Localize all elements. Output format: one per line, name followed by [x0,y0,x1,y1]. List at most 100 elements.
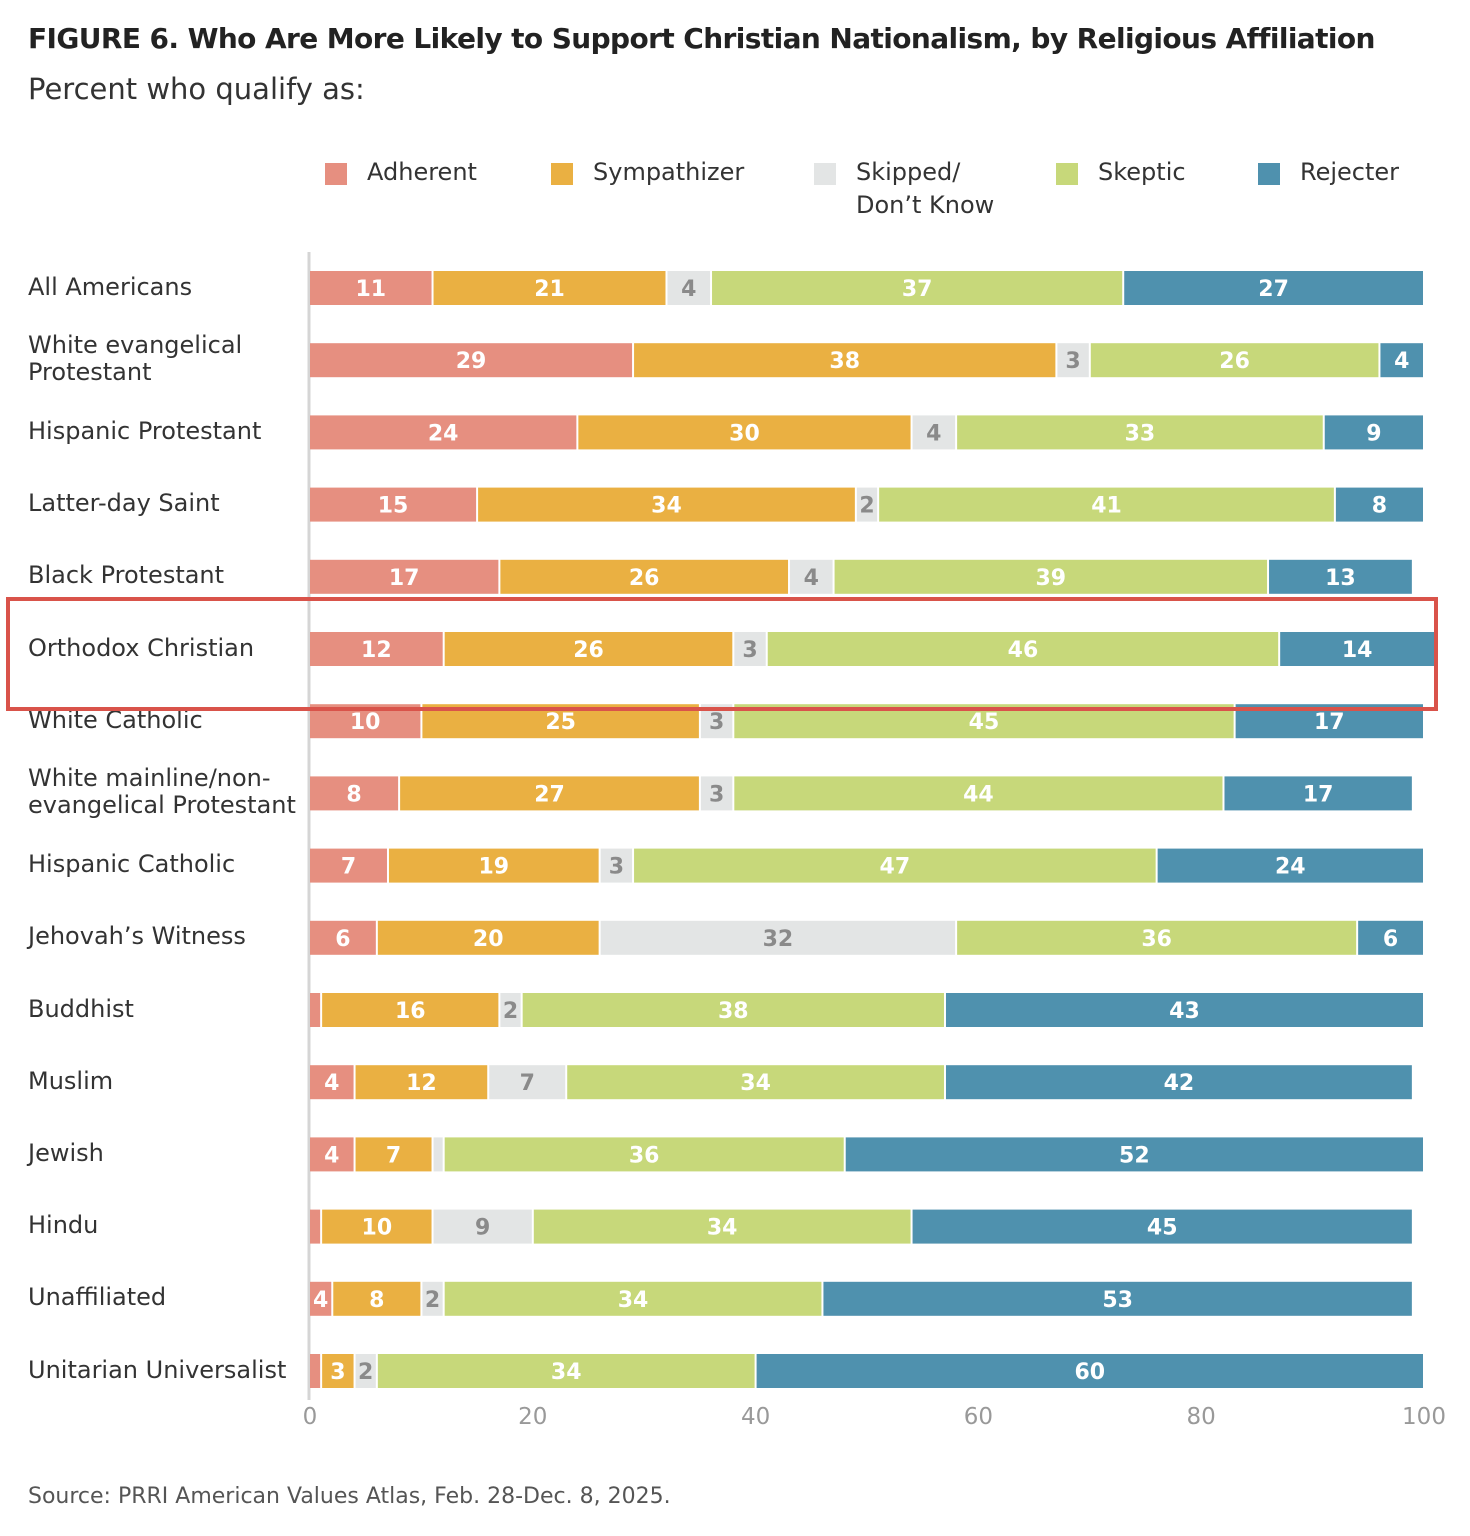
bar-segment-rejecter [912,1209,1412,1244]
bar-segment-rejecter [845,1137,1423,1172]
data-label: 3 [709,710,724,735]
legend-item: Skipped/ Don’t Know [814,158,994,222]
legend-swatch [325,163,347,185]
category-label: Unaffiliated [28,1283,167,1312]
data-label: 29 [456,349,487,374]
data-label: 42 [1164,1071,1195,1096]
chart-subtitle: Percent who qualify as: [28,72,365,106]
bar-segment-adherent [310,776,399,811]
bar-segment-skeptic [767,632,1279,666]
data-label: 24 [1275,855,1306,880]
data-label: 15 [378,494,409,519]
data-label: 60 [1074,1360,1105,1385]
category-label: White mainline/non- evangelical Protesta… [28,764,296,820]
bar-segment-adherent [310,1065,354,1100]
data-label: 12 [361,638,392,663]
data-label: 53 [1102,1288,1133,1313]
data-label: 34 [651,494,682,519]
data-label: 32 [763,927,794,952]
legend-item: Rejecter [1258,158,1399,189]
data-label: 38 [829,349,860,374]
category-label: Unitarian Universalist [28,1355,287,1384]
data-label: 4 [324,1071,339,1096]
bar-segment-rejecter [1335,487,1423,522]
category-label: Black Protestant [28,561,225,590]
data-label: 30 [729,421,760,446]
bar-segment-adherent [310,1209,321,1244]
data-label: 36 [629,1143,660,1168]
legend-label: Rejecter [1300,158,1400,186]
bar-segment-rejecter [1324,415,1423,450]
data-label: 44 [963,782,994,807]
x-tick-label: 100 [1402,1404,1446,1430]
data-label: 41 [1091,494,1122,519]
data-label: 2 [503,999,518,1024]
data-label: 16 [395,999,426,1024]
data-label: 19 [478,855,509,880]
data-label: 43 [1169,999,1200,1024]
x-tick-label: 40 [741,1404,770,1430]
bar-segment-skeptic [377,1354,755,1388]
x-tick-label: 0 [303,1404,318,1430]
chart-title: FIGURE 6. Who Are More Likely to Support… [28,22,1375,55]
data-label: 12 [406,1071,437,1096]
bar-segment-skipped [734,632,766,666]
bar-segment-rejecter [945,993,1423,1027]
data-label: 33 [1125,421,1156,446]
bar-segment-adherent [310,559,499,594]
data-label: 17 [389,566,420,591]
data-label: 26 [573,638,604,663]
bar-segment-rejecter [1380,343,1423,378]
bar-segment-sympathizer [400,776,699,811]
legend-swatch [814,163,836,185]
bar-segment-adherent [310,415,577,450]
bar-segment-skipped [790,559,833,594]
data-label: 8 [369,1288,384,1313]
bar-segment-rejecter [1358,920,1423,955]
data-label: 9 [475,1216,490,1241]
bar-segment-sympathizer [322,1209,432,1244]
data-label: 4 [324,1143,339,1168]
bar-segment-adherent [310,487,477,522]
bar-segment-rejecter [1280,632,1435,666]
legend-swatch [551,163,573,185]
data-label: 4 [681,277,696,302]
bar-segment-skipped [700,776,733,811]
source-note: Source: PRRI American Values Atlas, Feb.… [28,1484,671,1509]
bar-segment-skipped [433,1209,532,1244]
category-label: Muslim [28,1066,114,1095]
bar-segment-rejecter [823,1281,1412,1316]
x-tick-label: 60 [964,1404,993,1430]
data-label: 7 [386,1143,401,1168]
data-label: 4 [926,421,941,446]
data-label: 25 [545,710,576,735]
legend-label: Sympathizer [593,158,745,186]
bar-segment-sympathizer [433,271,666,305]
bar-segment-skipped [912,415,956,450]
bar-segment-skeptic [522,993,944,1027]
data-label: 52 [1119,1143,1150,1168]
bar-segment-sympathizer [355,1137,432,1172]
bar-segment-skeptic [712,271,1123,305]
data-label: 27 [534,782,565,807]
category-label: Hispanic Protestant [28,416,262,445]
data-label: 2 [425,1288,440,1313]
data-label: 47 [880,855,911,880]
category-label: Hispanic Catholic [28,850,236,879]
x-tick-label: 20 [518,1404,547,1430]
bar-segment-adherent [310,993,321,1027]
bar-segment-skeptic [533,1209,911,1244]
data-label: 2 [859,494,874,519]
data-label: 6 [335,927,350,952]
data-label: 3 [709,782,724,807]
data-label: 26 [629,566,660,591]
data-label: 39 [1035,566,1066,591]
x-tick-label: 80 [1187,1404,1216,1430]
legend-label: Adherent [367,158,477,186]
bar-segment-sympathizer [578,415,911,450]
bar-segment-rejecter [756,1354,1423,1388]
bar-segment-skeptic [634,848,1156,883]
legend-swatch [1056,163,1078,185]
data-label: 7 [520,1071,535,1096]
